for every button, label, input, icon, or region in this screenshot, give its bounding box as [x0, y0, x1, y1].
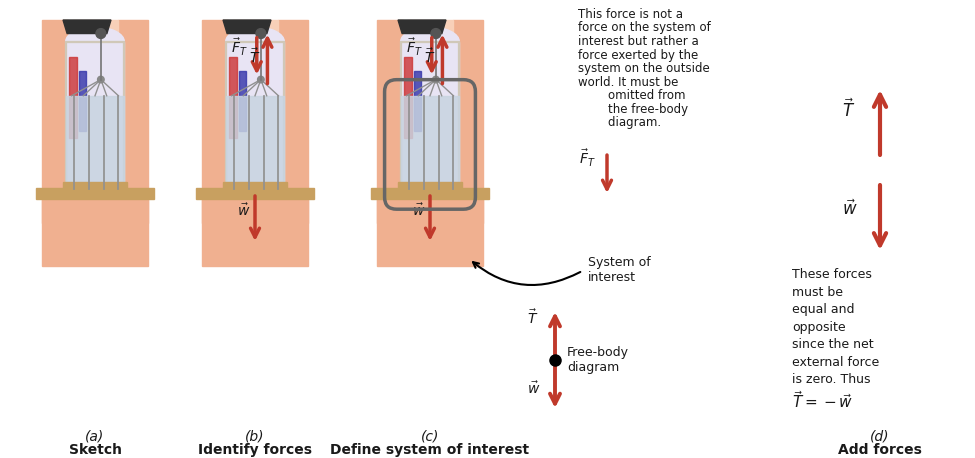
Polygon shape [223, 20, 271, 33]
Bar [453, 20, 484, 223]
Text: $\vec{w}$: $\vec{w}$ [527, 381, 540, 397]
Bar [65, 42, 125, 191]
Text: Add forces: Add forces [838, 443, 922, 457]
Text: Sketch: Sketch [68, 443, 122, 457]
Bar [228, 56, 237, 138]
Text: $\vec{F}_T$: $\vec{F}_T$ [406, 38, 422, 59]
Text: force on the system of: force on the system of [578, 22, 711, 34]
Circle shape [431, 28, 441, 38]
Text: (a): (a) [86, 430, 104, 444]
Circle shape [433, 76, 439, 83]
Bar [225, 96, 285, 182]
Bar [407, 20, 453, 196]
Bar [65, 42, 125, 191]
Text: $\vec{w}$: $\vec{w}$ [842, 200, 858, 219]
Text: System of
interest: System of interest [588, 256, 650, 284]
Bar [401, 42, 459, 191]
Bar [42, 199, 148, 266]
Text: $\vec{T}$: $\vec{T}$ [527, 308, 538, 327]
Bar [63, 182, 127, 196]
Bar [376, 20, 404, 223]
Bar [401, 42, 459, 191]
Text: $\vec{T}$: $\vec{T}$ [250, 48, 260, 66]
Text: (b): (b) [246, 430, 265, 444]
Bar [65, 96, 125, 182]
Circle shape [98, 76, 104, 83]
Text: Free-body
diagram: Free-body diagram [567, 346, 629, 374]
Text: Define system of interest: Define system of interest [331, 443, 529, 457]
Bar [79, 71, 86, 131]
Circle shape [256, 28, 266, 38]
Text: omitted from: omitted from [578, 89, 685, 102]
Text: world. It must be: world. It must be [578, 76, 679, 88]
Bar [225, 42, 285, 191]
Polygon shape [63, 20, 111, 33]
Text: (c): (c) [421, 430, 439, 444]
Text: $\vec{T}$: $\vec{T}$ [842, 98, 855, 121]
Text: interest but rather a: interest but rather a [578, 35, 699, 48]
Bar [239, 71, 246, 131]
Text: $\vec{F}_T$: $\vec{F}_T$ [579, 148, 596, 169]
Bar [36, 188, 154, 199]
Bar [225, 42, 285, 191]
Ellipse shape [65, 27, 125, 56]
Text: $\vec{w}$: $\vec{w}$ [237, 203, 251, 219]
Bar [398, 182, 462, 196]
Circle shape [257, 76, 264, 83]
Bar [376, 199, 484, 266]
Text: $\vec{T}$: $\vec{T}$ [424, 48, 436, 66]
Text: These forces
must be
equal and
opposite
since the net
external force
is zero. Th: These forces must be equal and opposite … [792, 268, 879, 386]
Text: system on the outside: system on the outside [578, 62, 710, 75]
Text: the free-body: the free-body [578, 103, 688, 115]
Text: (d): (d) [871, 430, 890, 444]
Bar [71, 20, 118, 196]
Bar [279, 20, 308, 223]
Circle shape [96, 28, 105, 38]
Text: $\vec{F}_T$: $\vec{F}_T$ [230, 38, 248, 59]
Text: $\vec{T} = -\vec{w}$: $\vec{T} = -\vec{w}$ [792, 390, 853, 411]
Bar [413, 71, 420, 131]
Bar [404, 56, 412, 138]
Bar [202, 20, 228, 223]
Text: force exerted by the: force exerted by the [578, 49, 698, 61]
Ellipse shape [225, 27, 285, 56]
Bar [118, 20, 148, 223]
Polygon shape [398, 20, 446, 33]
Text: This force is not a: This force is not a [578, 8, 683, 21]
Bar [196, 188, 314, 199]
Text: $\vec{w}$: $\vec{w}$ [412, 203, 425, 219]
Bar [401, 96, 459, 182]
Ellipse shape [401, 27, 459, 56]
Bar [68, 56, 77, 138]
Bar [231, 20, 279, 196]
Bar [42, 20, 68, 223]
Text: diagram.: diagram. [578, 116, 661, 129]
Bar [371, 188, 488, 199]
Text: Identify forces: Identify forces [198, 443, 312, 457]
Bar [223, 182, 287, 196]
Bar [202, 199, 308, 266]
